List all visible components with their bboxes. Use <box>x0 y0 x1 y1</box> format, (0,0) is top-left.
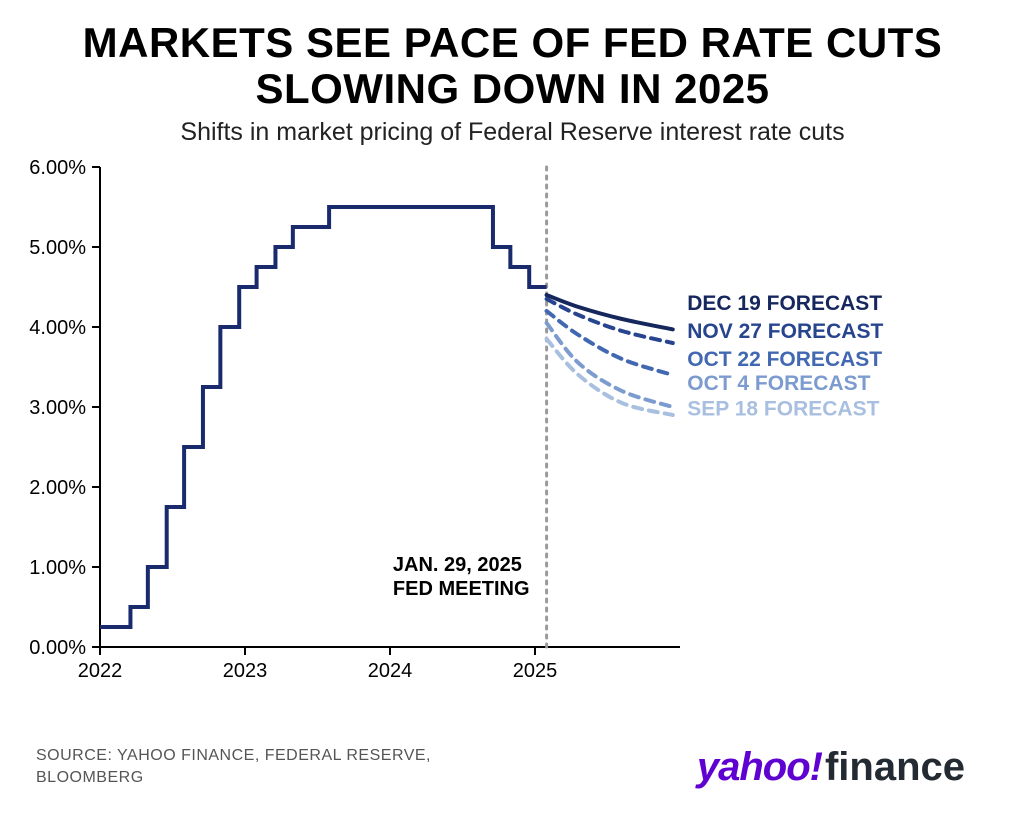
annotation-text: FED MEETING <box>393 578 530 600</box>
forecast-label: OCT 4 FORECAST <box>687 372 870 395</box>
y-tick-label: 4.00% <box>29 317 86 339</box>
y-tick-label: 3.00% <box>29 397 86 419</box>
source-attribution: SOURCE: YAHOO FINANCE, FEDERAL RESERVE, … <box>36 745 536 790</box>
annotation-text: JAN. 29, 2025 <box>393 554 522 576</box>
chart-title: MARKETS SEE PACE OF FED RATE CUTS SLOWIN… <box>0 0 1025 118</box>
forecast-label: DEC 19 FORECAST <box>687 292 882 315</box>
x-tick-label: 2023 <box>223 660 268 682</box>
forecast-line <box>547 323 673 407</box>
forecast-line <box>547 299 673 343</box>
forecast-label: NOV 27 FORECAST <box>687 320 883 343</box>
y-tick-label: 6.00% <box>29 157 86 179</box>
y-tick-label: 2.00% <box>29 477 86 499</box>
x-tick-label: 2025 <box>513 660 558 682</box>
y-tick-label: 5.00% <box>29 237 86 259</box>
y-tick-label: 1.00% <box>29 557 86 579</box>
chart-svg: 0.00% 1.00% 2.00% 3.00% 4.00% 5.00% 6.00% 2022 2… <box>0 157 1025 717</box>
forecast-label: SEP 18 FORECAST <box>687 398 879 421</box>
x-tick-label: 2022 <box>78 660 123 682</box>
logo-exclaim: ! <box>810 745 823 790</box>
yahoo-finance-logo: yahoo!finance <box>697 745 965 790</box>
chart-area: 0.00% 1.00% 2.00% 3.00% 4.00% 5.00% 6.00% 2022 2… <box>0 157 1025 717</box>
x-tick-label: 2024 <box>368 660 413 682</box>
logo-yahoo-text: yahoo <box>697 745 810 790</box>
y-tick-label: 0.00% <box>29 637 86 659</box>
chart-subtitle: Shifts in market pricing of Federal Rese… <box>0 118 1025 157</box>
logo-finance-text: finance <box>825 745 965 790</box>
forecast-label: OCT 22 FORECAST <box>687 348 882 371</box>
forecast-line <box>547 311 673 375</box>
